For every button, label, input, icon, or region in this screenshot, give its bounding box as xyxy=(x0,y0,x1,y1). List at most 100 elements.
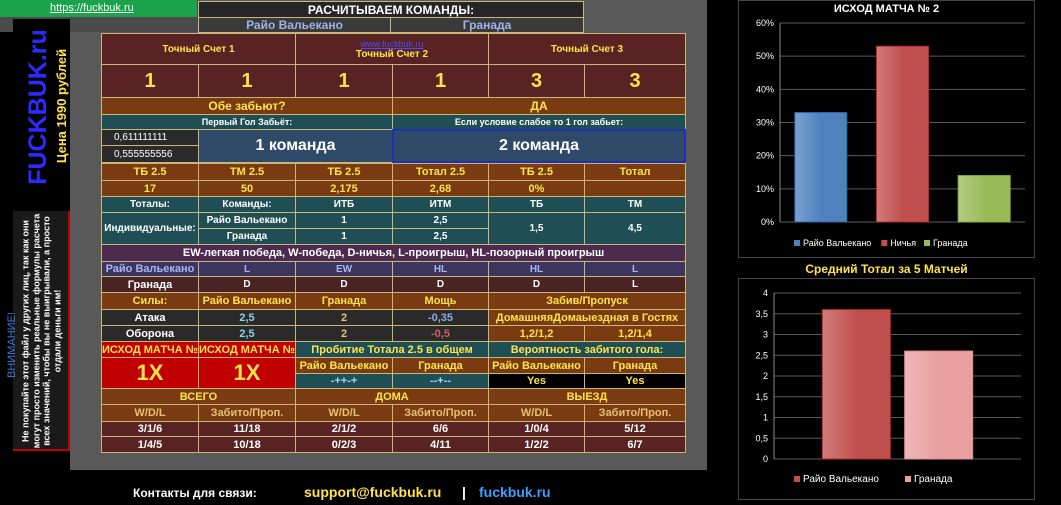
stats-all-header: ВСЕГО xyxy=(101,388,296,405)
tick-label: 10% xyxy=(756,184,774,194)
individual-header: Команды: xyxy=(198,196,296,213)
individual-team1: Райо Вальекано xyxy=(198,212,296,229)
attack-team1: 2,5 xyxy=(198,309,296,326)
tick-label: 0% xyxy=(761,217,774,227)
totals-header: Тотал 2.5 xyxy=(392,163,489,181)
individual-team2: Гранада xyxy=(198,228,296,245)
tick-label: 20% xyxy=(756,151,774,161)
strength-team2: Гранада xyxy=(295,292,393,310)
tb-value: 1,5 xyxy=(488,212,585,245)
tick-label: 3 xyxy=(763,330,768,340)
stats-subheader: Забито/Проп. xyxy=(198,404,296,422)
tick-label: 1,5 xyxy=(755,392,768,402)
legend-swatch xyxy=(794,240,800,246)
individual-header: ТМ xyxy=(584,196,686,213)
bar xyxy=(794,112,848,223)
tick-label: 1 xyxy=(763,413,768,423)
brand-panel xyxy=(13,19,70,209)
stats-subheader: W/D/L xyxy=(295,404,393,422)
form-result: L xyxy=(584,276,686,293)
site-link[interactable]: https://fuckbuk.ru xyxy=(50,2,134,14)
exact-score-value: 1 xyxy=(101,64,199,98)
probability-label: Вероятность забитого гола: xyxy=(488,341,686,358)
defense-label: Оборона xyxy=(101,325,199,342)
stats-cell: 10/18 xyxy=(198,436,296,453)
stats-cell: 4/11 xyxy=(392,436,489,453)
brand-text: FUCKBUK.ru xyxy=(24,29,52,185)
totals-header: ТБ 2.5 xyxy=(488,163,585,181)
tick-label: 2,5 xyxy=(755,350,768,360)
both-score-label: Обе забьют? xyxy=(101,97,393,115)
attack-label: Атака xyxy=(101,309,199,326)
first-goal-team: 1 команда xyxy=(198,129,393,163)
form-result: HL xyxy=(488,261,585,277)
itm-team2: 2,5 xyxy=(392,228,489,245)
tick-label: 2 xyxy=(763,371,768,381)
stats-cell: 2/1/2 xyxy=(295,421,393,437)
totals-value xyxy=(584,180,686,197)
form-result: D xyxy=(392,276,489,293)
chart1-title: ИСХОД МАТЧА № 2 xyxy=(833,3,940,15)
stats-subheader: W/D/L xyxy=(488,404,585,422)
exact-score-2-label: www.fuckbuk.ru Точный Счет 2 xyxy=(295,33,489,65)
home-goals: 1,2/1,2 xyxy=(488,325,585,342)
totals-value: 2,175 xyxy=(295,180,393,197)
individual-header: ИТМ xyxy=(392,196,489,213)
tick-label: 4 xyxy=(763,288,768,298)
stats-cell: 0/2/3 xyxy=(295,436,393,453)
chart1-svg: 0% 10% 20% 30% 40% 50% 60% Райо Вальекано Ничья Г… xyxy=(756,18,1025,248)
legend-label: Гранада xyxy=(933,238,968,248)
strength-team1: Райо Вальекано xyxy=(198,292,296,310)
defense-team2: 2 xyxy=(295,325,393,342)
contact-site[interactable]: fuckbuk.ru xyxy=(479,484,551,500)
bar xyxy=(821,309,891,460)
warning-text: Не покупайте этот файл у других лиц, так… xyxy=(20,213,63,449)
stats-cell: 1/4/5 xyxy=(101,436,199,453)
both-score-value: ДА xyxy=(392,97,686,115)
totals-header: Тотал xyxy=(584,163,686,181)
tm-value: 4,5 xyxy=(584,212,686,245)
warning-panel xyxy=(13,211,70,451)
probability-value-1: Yes xyxy=(488,373,585,389)
defense-power: -0,5 xyxy=(392,325,489,342)
stats-cell: 11/18 xyxy=(198,421,296,437)
first-goal-value-2: 0,555555556 xyxy=(101,145,199,163)
legend-label: Ничья xyxy=(890,238,916,248)
breakthrough-label: Пробитие Тотала 2.5 в общем xyxy=(295,341,489,358)
stats-cell: 1/0/4 xyxy=(488,421,585,437)
contact-email[interactable]: support@fuckbuk.ru xyxy=(304,484,442,500)
team2-header: Гранада xyxy=(390,17,584,33)
stats-cell: 5/12 xyxy=(584,421,686,437)
exact-score-value: 3 xyxy=(584,64,686,98)
form-result: D xyxy=(198,276,296,293)
first-goal-value-1: 0,611111111 xyxy=(101,129,199,146)
outcome-value-1: 1Х xyxy=(101,357,199,389)
footer xyxy=(0,470,707,505)
outcome-label-2: ИСХОД МАТЧА № xyxy=(198,341,296,358)
exact-score-value: 3 xyxy=(488,64,585,98)
home-away-label: Домашняя Домаыездная в Гостях xyxy=(488,309,686,326)
away-goals: 1,2/1,4 xyxy=(584,325,686,342)
totals-value: 2,68 xyxy=(392,180,489,197)
form-result: L xyxy=(584,261,686,277)
individual-header: ИТБ xyxy=(295,196,393,213)
individual-label: Индивидуальные: xyxy=(101,212,199,245)
exact-score-2-text: Точный Счет 2 xyxy=(355,48,429,60)
totals-header: ТМ 2.5 xyxy=(198,163,296,181)
stats-subheader: W/D/L xyxy=(101,404,199,422)
tick-label: 40% xyxy=(756,84,774,94)
legend-swatch xyxy=(924,240,931,246)
warning-title: ВНИМАНИЕ! xyxy=(6,312,18,378)
attack-power: -0,35 xyxy=(392,309,489,326)
bar xyxy=(904,350,974,460)
strength-power: Мощь xyxy=(392,292,489,310)
outcome-label-1: ИСХОД МАТЧА № xyxy=(101,341,199,358)
home-label: Домашняя xyxy=(495,311,554,324)
totals-header: ТБ 2.5 xyxy=(101,163,199,181)
stats-cell: 3/1/6 xyxy=(101,421,199,437)
stats-subheader: Забито/Проп. xyxy=(584,404,686,422)
individual-header: ТБ xyxy=(488,196,585,213)
defense-team1: 2,5 xyxy=(198,325,296,342)
weak-condition-team[interactable]: 2 команда xyxy=(392,129,686,163)
totals-value: 50 xyxy=(198,180,296,197)
